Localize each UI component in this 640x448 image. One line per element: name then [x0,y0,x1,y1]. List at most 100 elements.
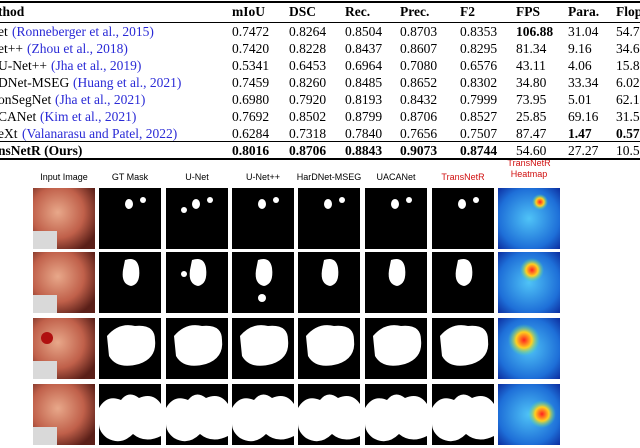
mask-blob [321,259,339,286]
metric-value: 54.60 [516,143,547,158]
mask-blob [232,394,294,442]
metric-value: 25.85 [516,109,547,124]
method-name: onSegNet [0,92,52,107]
metric-value: 0.6284 [232,126,270,141]
metric-value: 0.8260 [289,75,327,90]
metric-value: 0.8744 [460,143,498,158]
column-header: thod [0,4,25,19]
results-table: thod mIoU DSC Rec. Prec. F2 FPS Para. Flops et (Ro… [0,0,640,160]
metric-value: 0.7920 [289,92,327,107]
metric-value: 0.8264 [289,24,327,39]
image-cell [232,318,294,379]
method-name: eXt [0,126,18,141]
image-cell [166,188,228,249]
metric-value: 15.81 [616,58,640,73]
mask-blob [166,394,228,442]
citation: (Ronneberger et al., 2015) [12,24,154,39]
mask-blob [455,259,473,286]
metric-value: 0.8228 [289,41,327,56]
metric-value: 0.7840 [345,126,383,141]
metric-value: 0.7318 [289,126,327,141]
metric-value: 0.7656 [400,126,438,141]
image-cell [33,188,95,249]
mask-blob [107,325,156,366]
mask-blob [373,325,422,366]
inset [33,427,57,445]
metric-value: 27.27 [568,143,599,158]
image-cell [99,318,161,379]
method-name: et++ [0,41,23,56]
mask-blob [125,199,133,209]
metric-value: 0.8527 [460,109,498,124]
metric-value: 0.7472 [232,24,270,39]
mask-bg [298,188,360,249]
metric-value: 0.6964 [345,58,383,73]
column-header: Para. [568,4,600,19]
metric-value: 0.8437 [345,41,383,56]
mask-bg [365,188,427,249]
hot-spot [528,400,556,428]
image-cell [498,384,560,445]
metric-value: 0.6453 [289,58,327,73]
column-label: Input Image [40,172,88,182]
mask-blob [458,199,466,209]
method-name: DNet-MSEG [0,75,70,90]
image-cell [33,318,95,379]
image-cell [432,252,494,313]
citation: (Valanarasu and Patel, 2022) [22,126,178,141]
method-name: CANet [0,109,37,124]
mask-blob [240,325,289,366]
image-cell [166,384,228,445]
metric-value: 5.01 [568,92,592,107]
metric-value: 0.7507 [460,126,498,141]
mask-blob [207,197,213,203]
metric-value: 0.9073 [400,143,438,158]
metric-value: 1.47 [568,126,592,141]
image-cell [298,252,360,313]
metric-value: 0.8485 [345,75,383,90]
mask-blob [388,259,406,286]
column-header: Prec. [400,4,430,19]
metric-value: 87.47 [516,126,547,141]
inset [33,295,57,313]
metric-value: 0.7420 [232,41,270,56]
mask-blob [406,197,412,203]
mask-blob [391,199,399,209]
metric-value: 69.16 [568,109,599,124]
image-cell [232,188,294,249]
column-label: HarDNet-MSEG [297,172,362,182]
metric-value: 0.7080 [400,58,438,73]
image-cell [432,188,494,249]
mask-blob [473,197,479,203]
metric-value: 0.57 [616,126,640,141]
metric-value: 0.8432 [400,92,438,107]
column-label: GT Mask [112,172,149,182]
metric-value: 0.8502 [289,109,327,124]
image-cell [33,252,95,313]
citation: (Kim et al., 2021) [40,109,137,124]
mask-blob [192,199,200,209]
metric-value: 0.7999 [460,92,498,107]
mask-blob [174,325,223,366]
image-cell [365,318,427,379]
bottom-rule [0,158,640,160]
hot-spot [508,324,540,356]
image-cell [232,252,294,313]
metric-value: 31.04 [568,24,599,39]
noise [181,271,187,277]
mask-blob [273,197,279,203]
method-name: et [0,24,8,39]
mask-blob [189,259,207,286]
mask-bg [232,188,294,249]
mask-blob [140,197,146,203]
metric-value: 10.58 [616,143,640,158]
column-label: UACANet [376,172,416,182]
label-line: Heatmap [511,169,548,179]
hot-spot [520,258,544,282]
image-cell [432,318,494,379]
mask-bg [166,188,228,249]
metric-value: 9.16 [568,41,592,56]
mask-bg [99,188,161,249]
image-cell [166,318,228,379]
metric-value: 0.8706 [289,143,327,158]
